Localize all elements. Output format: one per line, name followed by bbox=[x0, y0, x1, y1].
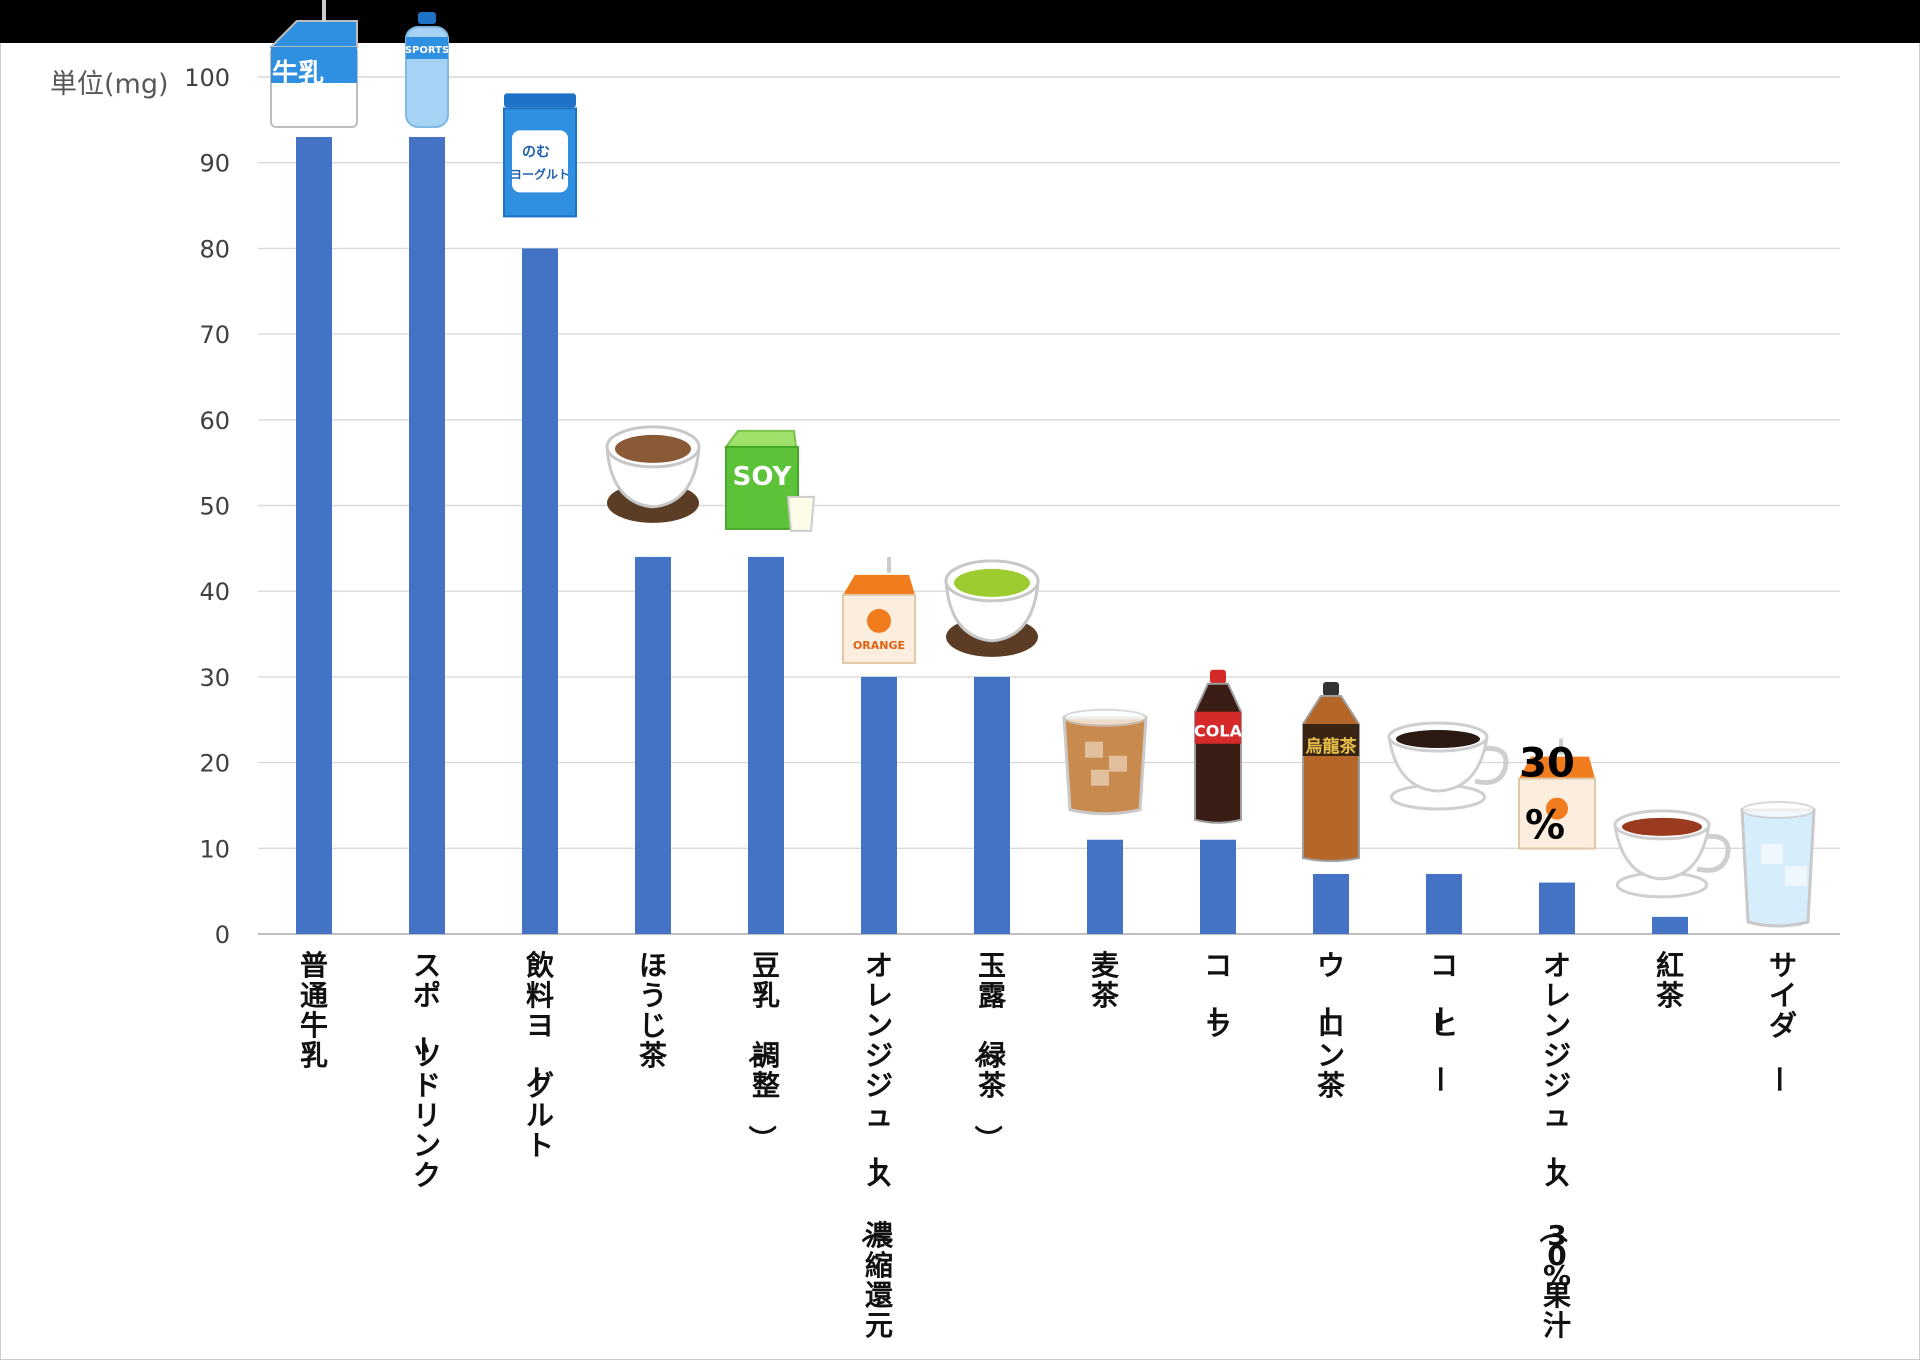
soy-milk-carton-icon: SOY bbox=[724, 429, 816, 532]
orange-juice-carton-icon: ORANGE bbox=[842, 556, 916, 664]
bar-6 bbox=[861, 676, 897, 934]
green-tea-cup-icon bbox=[944, 559, 1040, 657]
x-category-label: コーヒー bbox=[1423, 949, 1458, 1093]
cola-bottle-icon: COLA bbox=[1194, 669, 1243, 824]
bar-13 bbox=[1652, 916, 1688, 934]
x-category-label: 豆乳（調整） bbox=[745, 949, 780, 1153]
bar-8 bbox=[1087, 839, 1123, 934]
bar-1 bbox=[296, 136, 332, 935]
x-category-label: ほうじ茶 bbox=[639, 949, 668, 1072]
y-tick-label: 40 bbox=[199, 578, 230, 606]
y-axis-unit-label: 単位(mg) bbox=[50, 69, 169, 100]
y-axis-ticks: 0 10 20 30 40 50 60 70 80 90 100 bbox=[184, 64, 230, 949]
x-category-label: コーラ bbox=[1197, 949, 1232, 1042]
soda-glass-icon bbox=[1740, 801, 1816, 928]
y-tick-label: 80 bbox=[199, 235, 230, 263]
bar-11 bbox=[1426, 874, 1462, 934]
sports-drink-bottle-icon: SPORTS bbox=[405, 11, 449, 128]
oolong-label: 烏龍茶 bbox=[1306, 736, 1358, 757]
coffee-cup-icon bbox=[1387, 721, 1509, 811]
bar-4 bbox=[635, 556, 671, 934]
soy-label: SOY bbox=[733, 462, 793, 492]
y-tick-label: 10 bbox=[199, 835, 230, 863]
yogurt-label-1: のむ bbox=[522, 144, 550, 160]
y-tick-label: 50 bbox=[199, 493, 230, 521]
bar-3 bbox=[522, 248, 558, 934]
orange-juice-30-carton-icon: 30% bbox=[1518, 738, 1596, 850]
barley-tea-glass-icon bbox=[1062, 708, 1148, 816]
cola-label: COLA bbox=[1194, 722, 1243, 741]
y-tick-label: 60 bbox=[199, 407, 230, 435]
x-category-label: オレンジジュース（30%果汁） bbox=[1536, 949, 1571, 1361]
juice30-label-1: 30 bbox=[1519, 741, 1575, 787]
black-tea-cup-icon bbox=[1613, 809, 1731, 899]
x-category-label: サイダー bbox=[1762, 949, 1797, 1093]
bar-9 bbox=[1200, 839, 1236, 934]
y-tick-label: 90 bbox=[199, 150, 230, 178]
orange-label: ORANGE bbox=[853, 639, 905, 652]
bar-2 bbox=[409, 136, 445, 935]
hojicha-cup-icon bbox=[605, 425, 701, 523]
x-axis-categories: 普通牛乳 スポーツドリンク 飲料ヨーグルト ほうじ茶 豆乳（調整） オレンジジュース（濃縮… bbox=[300, 949, 1797, 1361]
y-tick-label: 20 bbox=[199, 750, 230, 778]
milk-label: 牛乳 bbox=[272, 59, 324, 89]
yogurt-label-2: ヨーグルト bbox=[510, 166, 570, 181]
oolong-tea-bottle-icon: 烏龍茶 bbox=[1302, 682, 1360, 863]
x-category-label: 紅茶 bbox=[1656, 949, 1685, 1012]
bar-12 bbox=[1539, 882, 1575, 934]
milk-carton-icon: 牛乳 bbox=[268, 0, 358, 128]
x-category-label: ウーロン茶 bbox=[1310, 949, 1346, 1102]
gridlines bbox=[258, 76, 1840, 935]
y-tick-label: 70 bbox=[199, 321, 230, 349]
bar-10 bbox=[1313, 874, 1349, 934]
x-category-label: 玉露（緑茶） bbox=[971, 949, 1007, 1153]
x-category-label: スポーツドリンク bbox=[406, 949, 441, 1192]
y-tick-label: 0 bbox=[215, 921, 230, 949]
bar-7 bbox=[974, 676, 1010, 934]
x-category-label: 普通牛乳 bbox=[300, 949, 328, 1072]
bars bbox=[296, 136, 1688, 935]
y-tick-label: 30 bbox=[199, 664, 230, 692]
sports-label: SPORTS bbox=[405, 45, 449, 56]
x-category-label: 飲料ヨーグルト bbox=[519, 949, 555, 1162]
bar-5 bbox=[748, 556, 784, 934]
juice30-label-2: % bbox=[1525, 803, 1565, 849]
x-category-label: 麦茶 bbox=[1091, 949, 1120, 1012]
y-tick-label: 100 bbox=[184, 64, 230, 92]
x-category-label: オレンジジュース（濃縮還元） bbox=[858, 949, 894, 1361]
